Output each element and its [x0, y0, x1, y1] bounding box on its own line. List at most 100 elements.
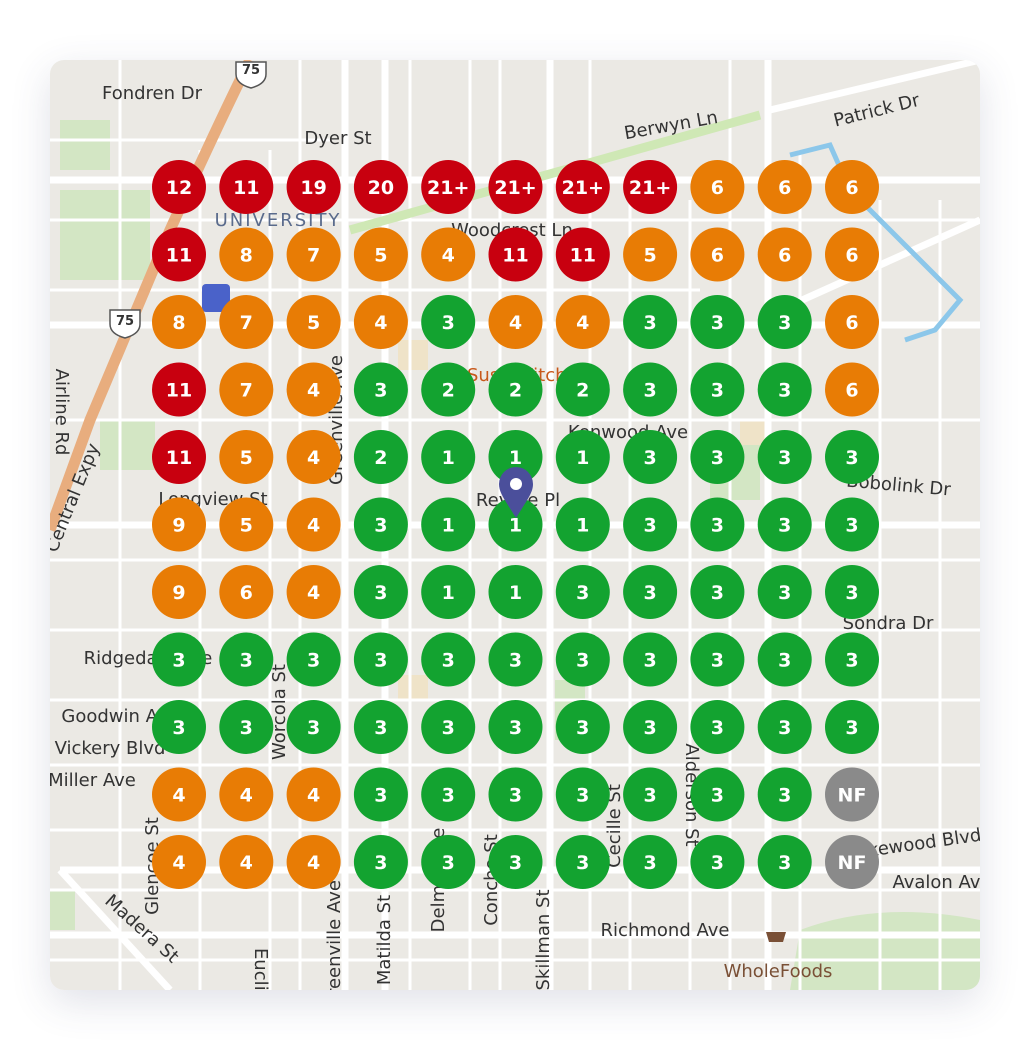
rank-cell[interactable]: 4: [219, 767, 274, 822]
rank-cell[interactable]: 3: [757, 700, 812, 754]
rank-cell[interactable]: 4: [219, 835, 274, 889]
rank-cell[interactable]: 4: [286, 497, 341, 552]
rank-cell[interactable]: 6: [825, 160, 879, 214]
rank-cell[interactable]: 11: [219, 160, 274, 214]
rank-cell[interactable]: 3: [488, 700, 543, 754]
rank-cell[interactable]: 4: [152, 835, 206, 889]
rank-cell[interactable]: 3: [488, 835, 543, 889]
rank-cell[interactable]: 2: [488, 362, 543, 417]
rank-cell[interactable]: 3: [623, 632, 678, 687]
rank-cell[interactable]: 7: [286, 227, 341, 282]
rank-cell[interactable]: 1: [421, 430, 476, 484]
rank-cell[interactable]: 3: [353, 362, 408, 417]
rank-cell[interactable]: 3: [555, 767, 610, 822]
rank-cell[interactable]: 11: [152, 227, 206, 282]
rank-cell[interactable]: 3: [690, 430, 745, 484]
rank-cell[interactable]: 4: [286, 430, 341, 484]
rank-cell[interactable]: 1: [488, 430, 543, 484]
rank-cell[interactable]: 6: [690, 160, 745, 214]
location-pin[interactable]: [499, 467, 533, 518]
rank-cell[interactable]: 3: [623, 430, 678, 484]
rank-cell[interactable]: 3: [623, 835, 678, 889]
rank-cell[interactable]: 1: [555, 497, 610, 552]
rank-cell[interactable]: 5: [623, 227, 678, 282]
rank-cell[interactable]: 3: [421, 295, 476, 349]
rank-cell[interactable]: 4: [286, 767, 341, 822]
rank-cell[interactable]: 3: [353, 497, 408, 552]
rank-cell[interactable]: 12: [152, 160, 206, 214]
rank-cell[interactable]: 4: [286, 835, 341, 889]
rank-cell[interactable]: 5: [286, 295, 341, 349]
rank-cell[interactable]: 3: [152, 632, 206, 687]
rank-cell[interactable]: 3: [690, 767, 745, 822]
rank-cell[interactable]: 5: [219, 497, 274, 552]
rank-cell[interactable]: 3: [286, 700, 341, 754]
rank-cell[interactable]: 3: [421, 700, 476, 754]
rank-cell[interactable]: 1: [488, 565, 543, 619]
rank-cell[interactable]: 3: [286, 632, 341, 687]
rank-cell[interactable]: 3: [825, 632, 879, 687]
rank-cell[interactable]: 6: [825, 295, 879, 349]
rank-cell[interactable]: 3: [353, 565, 408, 619]
rank-cell[interactable]: 3: [623, 700, 678, 754]
rank-cell[interactable]: 5: [353, 227, 408, 282]
rank-cell[interactable]: 2: [555, 362, 610, 417]
rank-cell[interactable]: 3: [421, 835, 476, 889]
rank-cell[interactable]: 3: [757, 362, 812, 417]
rank-cell[interactable]: 3: [488, 632, 543, 687]
rank-cell[interactable]: 3: [690, 295, 745, 349]
rank-cell[interactable]: 3: [421, 632, 476, 687]
rank-cell[interactable]: 21+: [421, 160, 476, 214]
rank-cell[interactable]: 3: [555, 565, 610, 619]
rank-cell[interactable]: 3: [757, 295, 812, 349]
rank-cell[interactable]: 1: [555, 430, 610, 484]
rank-cell[interactable]: 3: [623, 767, 678, 822]
rank-cell[interactable]: 8: [152, 295, 206, 349]
rank-cell[interactable]: 3: [825, 565, 879, 619]
rank-cell[interactable]: 3: [757, 632, 812, 687]
rank-cell[interactable]: 3: [488, 767, 543, 822]
rank-cell[interactable]: 3: [690, 700, 745, 754]
rank-cell[interactable]: 11: [152, 362, 206, 417]
rank-cell[interactable]: 2: [353, 430, 408, 484]
rank-cell[interactable]: 7: [219, 295, 274, 349]
rank-cell[interactable]: 3: [623, 295, 678, 349]
rank-cell[interactable]: 1: [488, 497, 543, 552]
rank-cell[interactable]: 3: [353, 700, 408, 754]
rank-cell[interactable]: 3: [623, 565, 678, 619]
rank-cell[interactable]: 3: [825, 430, 879, 484]
rank-cell[interactable]: 11: [152, 430, 206, 484]
rank-cell[interactable]: 3: [825, 700, 879, 754]
rank-cell[interactable]: 1: [421, 565, 476, 619]
rank-cell[interactable]: 1: [421, 497, 476, 552]
rank-cell[interactable]: 3: [690, 835, 745, 889]
rank-cell[interactable]: 3: [555, 700, 610, 754]
rank-cell[interactable]: 4: [353, 295, 408, 349]
rank-cell[interactable]: 3: [555, 632, 610, 687]
rank-cell[interactable]: 3: [555, 835, 610, 889]
rank-cell[interactable]: 6: [690, 227, 745, 282]
rank-cell[interactable]: 3: [757, 767, 812, 822]
rank-cell[interactable]: 3: [421, 767, 476, 822]
rank-cell[interactable]: 6: [757, 160, 812, 214]
rank-cell[interactable]: 3: [353, 767, 408, 822]
rank-cell[interactable]: 4: [555, 295, 610, 349]
rank-cell[interactable]: 21+: [623, 160, 678, 214]
rank-cell[interactable]: 20: [353, 160, 408, 214]
rank-cell[interactable]: 6: [825, 362, 879, 417]
rank-cell[interactable]: 3: [219, 632, 274, 687]
rank-cell[interactable]: 11: [555, 227, 610, 282]
rank-cell[interactable]: 2: [421, 362, 476, 417]
rank-cell[interactable]: 11: [488, 227, 543, 282]
rank-cell[interactable]: 3: [690, 632, 745, 687]
rank-cell[interactable]: 3: [152, 700, 206, 754]
rank-cell[interactable]: 3: [757, 835, 812, 889]
rank-cell[interactable]: 4: [421, 227, 476, 282]
rank-cell[interactable]: 3: [353, 632, 408, 687]
rank-cell[interactable]: 5: [219, 430, 274, 484]
rank-cell[interactable]: 4: [152, 767, 206, 822]
rank-cell[interactable]: 21+: [488, 160, 543, 214]
rank-cell[interactable]: 3: [353, 835, 408, 889]
rank-cell[interactable]: 4: [286, 362, 341, 417]
rank-cell[interactable]: 7: [219, 362, 274, 417]
